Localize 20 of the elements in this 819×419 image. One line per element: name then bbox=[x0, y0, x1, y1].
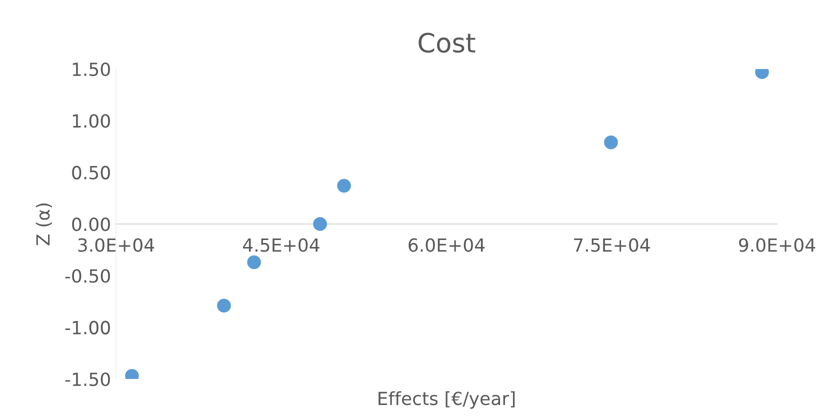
chart-title: Cost bbox=[418, 32, 476, 53]
x-tick-label: 3.0E+04 bbox=[78, 238, 154, 252]
point bbox=[604, 135, 618, 150]
point bbox=[313, 217, 327, 231]
x-tick-label: 4.5E+04 bbox=[243, 238, 320, 252]
x-tick-label: 6.0E+04 bbox=[408, 238, 485, 252]
y-tick-label: -1.50 bbox=[65, 372, 110, 386]
y-tick-label: 0.00 bbox=[72, 217, 110, 232]
point bbox=[337, 178, 351, 193]
point bbox=[217, 298, 231, 313]
y-tick-label: 1.50 bbox=[72, 62, 110, 76]
point bbox=[247, 255, 261, 270]
y-tick-label: 0.50 bbox=[72, 166, 110, 180]
y-tick-label: -0.50 bbox=[65, 269, 110, 283]
y-tick-label: -1.00 bbox=[65, 320, 110, 334]
y-axis-title: Z (α) bbox=[36, 204, 52, 246]
x-tick-label: 9.0E+04 bbox=[739, 238, 816, 252]
y-tick-label: 1.00 bbox=[72, 114, 110, 128]
x-tick-label: 7.5E+04 bbox=[574, 238, 650, 252]
x-axis-title: Effects [€/year] bbox=[378, 391, 515, 409]
